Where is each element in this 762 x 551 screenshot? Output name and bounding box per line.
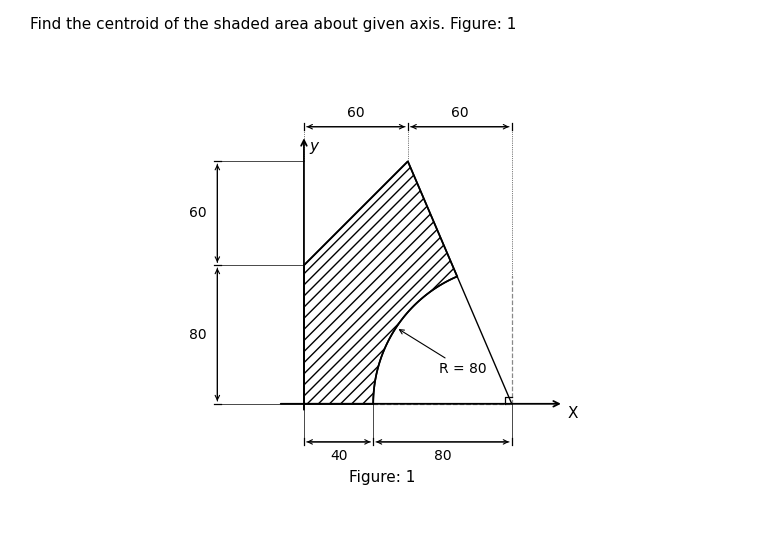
Text: X: X — [567, 406, 578, 420]
Text: Figure: 1: Figure: 1 — [349, 470, 415, 485]
Text: R = 80: R = 80 — [399, 329, 487, 376]
Text: 80: 80 — [189, 327, 207, 342]
Text: y: y — [309, 139, 318, 154]
Polygon shape — [304, 161, 457, 404]
Text: 60: 60 — [451, 106, 469, 120]
Text: 60: 60 — [189, 206, 207, 220]
Text: 80: 80 — [434, 449, 451, 463]
Text: Find the centroid of the shaded area about given axis. Figure: 1: Find the centroid of the shaded area abo… — [30, 17, 517, 31]
Text: 60: 60 — [347, 106, 365, 120]
Text: 40: 40 — [330, 449, 347, 463]
